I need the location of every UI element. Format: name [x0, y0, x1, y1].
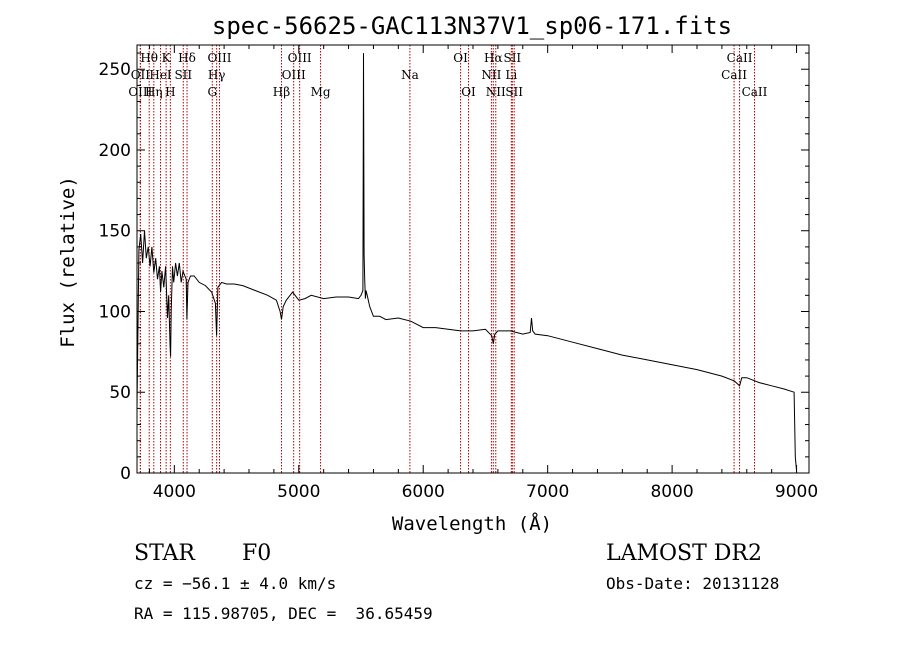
line-label-2: OIII [128, 85, 152, 99]
object-class: STAR [134, 541, 196, 566]
line-label-0: Hθ [140, 51, 158, 65]
plot-frame [136, 44, 810, 474]
x-tick-label: 7000 [526, 482, 569, 502]
line-label-14: Hβ [273, 85, 290, 99]
x-axis-ticks: 4000 5000 6000 7000 8000 9000 [148, 45, 818, 502]
line-label-25: CaII [727, 51, 753, 65]
line-label-5: HeI [149, 68, 172, 82]
line-label-26: CaII [721, 68, 747, 82]
line-label-16: Na [401, 68, 419, 82]
x-tick-label: 4000 [153, 482, 196, 502]
line-label-8: SII [174, 68, 192, 82]
y-tick-label: 250 [99, 60, 131, 80]
line-label-17: OI [453, 51, 468, 65]
line-label-18: OI [461, 85, 476, 99]
y-tick-label: 100 [99, 302, 131, 322]
line-label-21: NII [486, 85, 506, 99]
obs-date: Obs-Date: 20131128 [606, 574, 779, 593]
line-label-1: OII [131, 68, 151, 82]
spectrum-series-line [136, 53, 798, 472]
survey-name: LAMOST DR2 [606, 541, 762, 566]
line-label-12: OIII [288, 51, 312, 65]
object-subclass: F0 [242, 541, 271, 566]
line-label-19: Hα [484, 51, 503, 65]
x-tick-label: 6000 [402, 482, 445, 502]
line-label-10: Hγ [208, 68, 226, 82]
line-label-4: K [162, 51, 172, 65]
y-tick-label: 0 [120, 464, 131, 484]
coordinates: RA = 115.98705, DEC = 36.65459 [134, 604, 433, 623]
line-label-24: SII [505, 85, 523, 99]
y-tick-label: 150 [99, 222, 131, 242]
x-axis-label: Wavelength (Å) [392, 512, 552, 535]
line-label-3: Hη [145, 85, 163, 99]
line-label-23: Li [505, 68, 517, 82]
y-axis-ticks: 0 50 100 150 200 250 [99, 52, 809, 484]
line-label-9: OIII [207, 51, 231, 65]
x-tick-label: 5000 [277, 482, 320, 502]
x-tick-label: 8000 [650, 482, 693, 502]
chart-title: spec-56625-GAC113N37V1_sp06-171.fits [212, 12, 732, 40]
redshift-value: cz = −56.1 ± 4.0 km/s [134, 574, 336, 593]
line-label-11: G [207, 85, 217, 99]
line-label-6: H [165, 85, 175, 99]
line-label-22: SII [503, 51, 521, 65]
line-label-13: OIII [282, 68, 306, 82]
y-tick-label: 200 [99, 141, 131, 161]
line-label-20: NII [481, 68, 501, 82]
line-label-7: Hδ [178, 51, 196, 65]
y-axis-label: Flux (relative) [57, 176, 79, 348]
x-tick-label: 9000 [775, 482, 818, 502]
emission-line-markers [139, 45, 755, 473]
line-label-15: Mg [311, 85, 331, 99]
y-tick-label: 50 [109, 383, 131, 403]
line-label-27: CaII [742, 85, 768, 99]
